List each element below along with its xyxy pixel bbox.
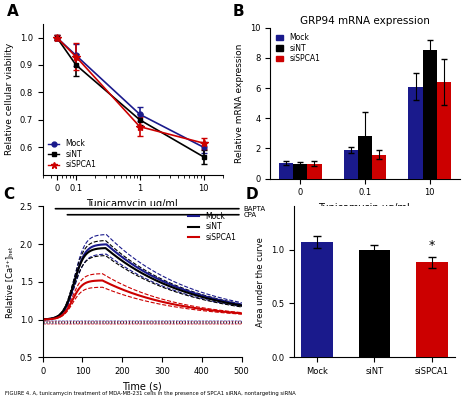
Text: CPA: CPA xyxy=(244,212,257,218)
Y-axis label: Relative mRNA expression: Relative mRNA expression xyxy=(236,44,245,163)
Text: *: * xyxy=(429,239,435,252)
Text: A: A xyxy=(7,4,18,19)
Text: B: B xyxy=(232,4,244,19)
Text: FIGURE 4. A, tunicamycin treatment of MDA-MB-231 cells in the presence of SPCA1 : FIGURE 4. A, tunicamycin treatment of MD… xyxy=(5,391,295,396)
Legend: Mock, siNT, siSPCA1: Mock, siNT, siSPCA1 xyxy=(186,210,238,243)
Y-axis label: Area under the curve: Area under the curve xyxy=(256,237,265,327)
Text: BAPTA: BAPTA xyxy=(244,206,266,212)
Bar xyxy=(372,154,386,179)
Bar xyxy=(307,164,321,179)
X-axis label: Time (s): Time (s) xyxy=(122,382,162,391)
Bar xyxy=(279,163,293,179)
Title: GRP94 mRNA expression: GRP94 mRNA expression xyxy=(300,15,430,26)
X-axis label: Tunicamycin μg/mL: Tunicamycin μg/mL xyxy=(318,203,412,213)
Bar xyxy=(416,262,448,357)
X-axis label: Tunicamycin μg/mL: Tunicamycin μg/mL xyxy=(85,199,180,209)
Bar xyxy=(359,250,390,357)
Bar xyxy=(301,242,333,357)
Y-axis label: Relative [Ca²⁺]ₕₑₜ: Relative [Ca²⁺]ₕₑₜ xyxy=(5,246,14,318)
Text: D: D xyxy=(246,187,258,202)
Y-axis label: Relative cellular viability: Relative cellular viability xyxy=(5,43,14,155)
Legend: Mock, siNT, siSPCA1: Mock, siNT, siSPCA1 xyxy=(46,138,98,171)
Bar xyxy=(437,82,451,179)
Bar xyxy=(293,164,307,179)
Bar xyxy=(344,150,358,179)
Bar xyxy=(409,87,423,179)
Bar xyxy=(358,136,372,179)
Legend: Mock, siNT, siSPCA1: Mock, siNT, siSPCA1 xyxy=(274,32,322,65)
Text: C: C xyxy=(3,187,14,202)
Bar xyxy=(423,50,437,179)
